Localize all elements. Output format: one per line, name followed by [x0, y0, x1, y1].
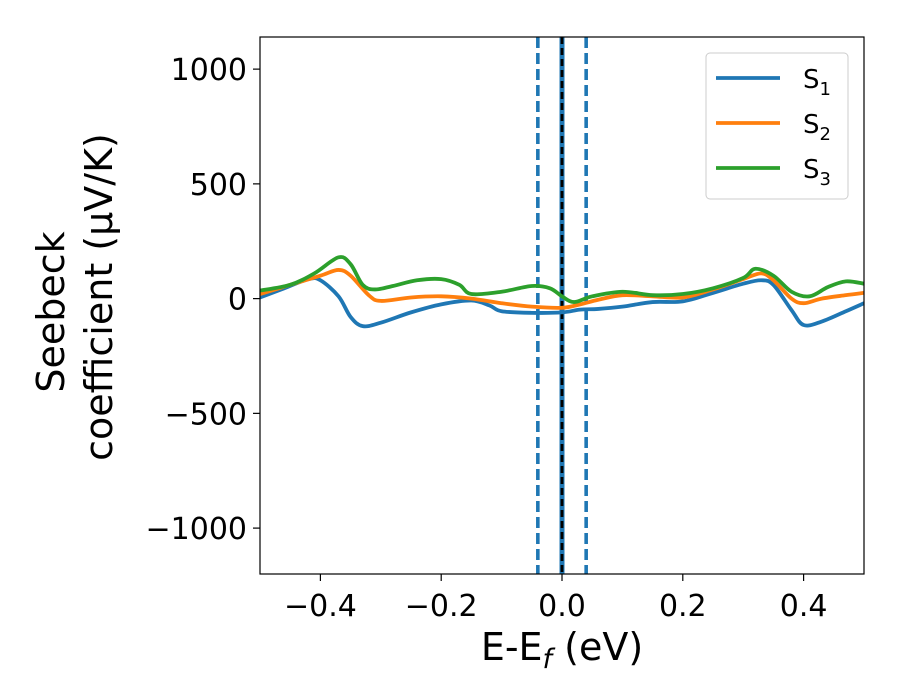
- x-tick-label: 0.4: [780, 589, 828, 624]
- legend-label-s2: S2: [803, 110, 831, 145]
- series-line-s2: [260, 268, 864, 310]
- y-axis-label-line-1: Seebeck: [29, 231, 73, 392]
- x-axis-ticks: −0.4 −0.2 0.0 0.2 0.4: [284, 574, 827, 624]
- reference-lines: [536, 37, 588, 574]
- series-line-s1: [260, 276, 864, 329]
- x-tick-label: 0.2: [659, 589, 707, 624]
- legend-box: [705, 52, 849, 200]
- x-tick-label: 0.0: [538, 589, 586, 624]
- y-tick-label: 500: [190, 168, 247, 203]
- data-series: [260, 255, 864, 329]
- legend: S1 S2 S3: [705, 52, 849, 200]
- x-tick-label: −0.2: [405, 589, 478, 624]
- series-line-s3: [260, 255, 864, 304]
- legend-label-s3: S3: [803, 155, 831, 190]
- legend-entries: S1 S2 S3: [716, 65, 831, 190]
- legend-label-s1: S1: [803, 65, 831, 100]
- y-tick-label: −500: [165, 397, 247, 432]
- x-tick-label: −0.4: [284, 589, 357, 624]
- y-axis-ticks: 1000 500 0 −500 −1000: [146, 53, 260, 547]
- y-axis-label-line-2: coefficient (μV/K): [77, 133, 121, 461]
- y-tick-label: 1000: [171, 53, 247, 88]
- x-axis-label: E-Ef (eV): [481, 625, 643, 675]
- y-tick-label: 0: [228, 283, 247, 318]
- y-tick-label: −1000: [146, 512, 247, 547]
